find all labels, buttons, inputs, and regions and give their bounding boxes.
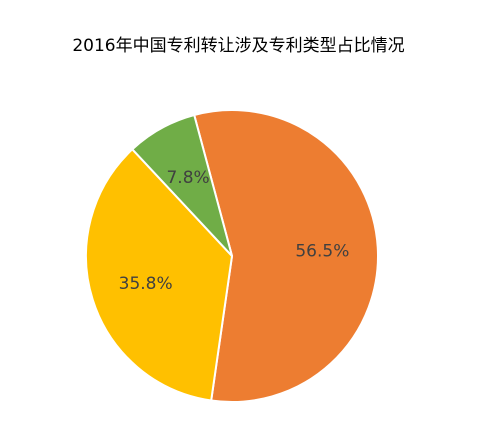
pie-slice-0 — [192, 109, 379, 403]
pie-slice-label-1: 35.8% — [119, 274, 173, 294]
pie-slice-2 — [130, 113, 233, 257]
pie-slice-label-2: 7.8% — [166, 168, 209, 188]
chart-title: 2016年中国专利转让涉及专利类型占比情况 — [72, 36, 405, 56]
pie-slice-label-0: 56.5% — [295, 242, 349, 262]
pie-slice-1 — [85, 147, 234, 402]
